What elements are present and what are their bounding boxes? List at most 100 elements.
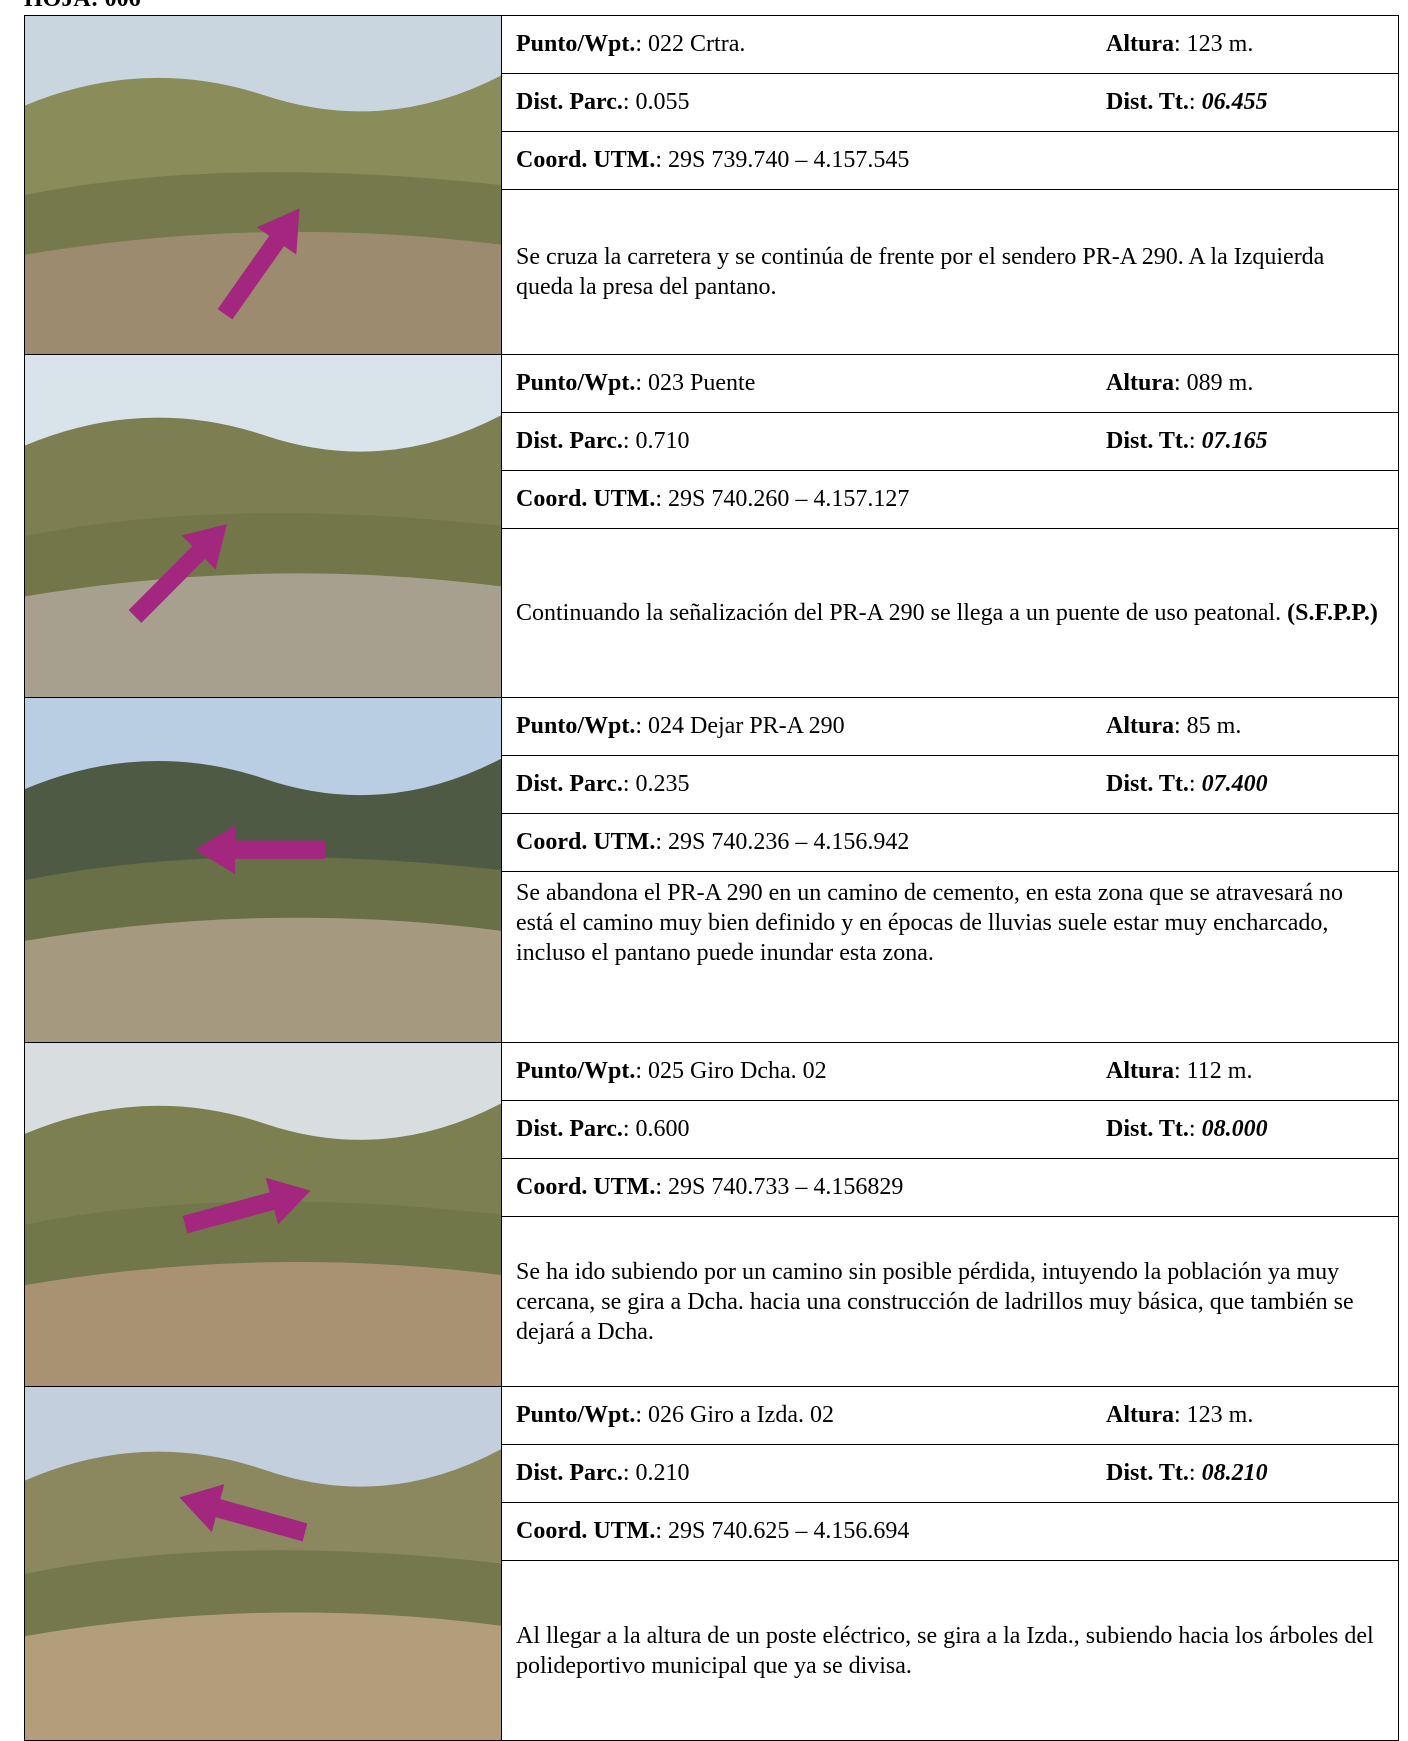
separator: : — [655, 829, 668, 855]
dist-tt-label: Dist. Tt. — [1106, 428, 1189, 454]
description: Se cruza la carretera y se continúa de f… — [502, 190, 1398, 354]
dist-parc-label: Dist. Parc. — [516, 428, 623, 454]
separator: : — [655, 147, 668, 173]
separator: : — [655, 1518, 668, 1544]
photo — [25, 16, 502, 354]
description: Se ha ido subiendo por un camino sin pos… — [502, 1217, 1398, 1386]
description-text: Se abandona el PR-A 290 en un camino de … — [516, 878, 1384, 968]
dist-parc-value: 0.710 — [635, 428, 690, 454]
photo-image — [25, 1043, 501, 1386]
point-label: Punto/Wpt. — [516, 713, 636, 739]
dist-parc: Dist. Parc.: 0.235 — [516, 771, 1106, 798]
description-body: Se cruza la carretera y se continúa de f… — [516, 244, 1325, 300]
coord-line: Coord. UTM.: 29S 739.740 – 4.157.545 — [502, 132, 1398, 190]
description-text: Se cruza la carretera y se continúa de f… — [516, 242, 1384, 302]
distance-line: Dist. Parc.: 0.235 Dist. Tt.: 07.400 — [502, 756, 1398, 814]
dist-parc-value: 0.055 — [635, 89, 690, 115]
coord-label: Coord. UTM. — [516, 1174, 656, 1200]
waypoint-info: Punto/Wpt.: 022 Crtra. Altura: 123 m. Dist… — [502, 16, 1399, 354]
separator: : — [622, 1116, 636, 1142]
altura-value: 123 m. — [1186, 1402, 1254, 1428]
dist-parc-value: 0.235 — [635, 771, 690, 797]
point-line: Punto/Wpt.: 026 Giro a Izda. 02 Altura: 1… — [502, 1387, 1398, 1445]
waypoint-row: Punto/Wpt.: 022 Crtra. Altura: 123 m. Dist… — [25, 16, 1399, 355]
point-label: Punto/Wpt. — [516, 31, 636, 57]
separator: : — [635, 1402, 649, 1428]
separator: : — [622, 771, 636, 797]
separator: : — [622, 428, 636, 454]
description-body: Continuando la señalización del PR-A 290… — [516, 600, 1288, 626]
altura: Altura: 089 m. — [1106, 370, 1253, 397]
dist-parc-label: Dist. Parc. — [516, 1460, 623, 1486]
distance-line: Dist. Parc.: 0.600 Dist. Tt.: 08.000 — [502, 1101, 1398, 1159]
point-value: 025 Giro Dcha. 02 — [648, 1058, 827, 1084]
waypoint-row: Punto/Wpt.: 025 Giro Dcha. 02 Altura: 112… — [25, 1043, 1399, 1387]
altura-value: 089 m. — [1186, 370, 1254, 396]
separator: : — [1174, 370, 1187, 396]
dist-tt-label: Dist. Tt. — [1106, 771, 1189, 797]
coord-line: Coord. UTM.: 29S 740.236 – 4.156.942 — [502, 814, 1398, 872]
point-line: Punto/Wpt.: 023 Puente Altura: 089 m. — [502, 355, 1398, 413]
photo-image — [25, 1387, 501, 1740]
waypoint-info: Punto/Wpt.: 024 Dejar PR-A 290 Altura: 85… — [502, 698, 1399, 1042]
coord-value: 29S 740.733 – 4.156829 — [668, 1174, 904, 1200]
dist-tt-value: 08.000 — [1201, 1116, 1268, 1142]
separator: : — [1174, 1058, 1187, 1084]
separator: : — [635, 31, 649, 57]
description-body: Se abandona el PR-A 290 en un camino de … — [516, 880, 1344, 966]
dist-parc-label: Dist. Parc. — [516, 89, 623, 115]
separator: : — [1188, 428, 1202, 454]
dist-tt-label: Dist. Tt. — [1106, 89, 1189, 115]
description: Al llegar a la altura de un poste eléctr… — [502, 1561, 1398, 1740]
altura: Altura: 123 m. — [1106, 1402, 1253, 1429]
waypoint-table: Punto/Wpt.: 022 Crtra. Altura: 123 m. Dist… — [24, 15, 1399, 1741]
dist-parc: Dist. Parc.: 0.055 — [516, 89, 1106, 116]
photo — [25, 698, 502, 1042]
photo — [25, 355, 502, 697]
dist-tt-label: Dist. Tt. — [1106, 1460, 1189, 1486]
point-line: Punto/Wpt.: 025 Giro Dcha. 02 Altura: 112… — [502, 1043, 1398, 1101]
description-text: Se ha ido subiendo por un camino sin pos… — [516, 1257, 1384, 1347]
point-value: 022 Crtra. — [648, 31, 746, 57]
dist-tt: Dist. Tt.: 07.165 — [1106, 428, 1268, 455]
altura-label: Altura — [1106, 31, 1174, 57]
description: Se abandona el PR-A 290 en un camino de … — [502, 872, 1398, 1042]
separator: : — [1188, 89, 1202, 115]
dist-tt-value: 07.165 — [1201, 428, 1268, 454]
point: Punto/Wpt.: 022 Crtra. — [516, 31, 1106, 58]
altura-value: 112 m. — [1186, 1058, 1253, 1084]
separator: : — [1188, 1460, 1202, 1486]
separator: : — [622, 89, 636, 115]
dist-parc-value: 0.600 — [635, 1116, 690, 1142]
point-label: Punto/Wpt. — [516, 1058, 636, 1084]
separator: : — [635, 1058, 649, 1084]
distance-line: Dist. Parc.: 0.055 Dist. Tt.: 06.455 — [502, 74, 1398, 132]
photo-image — [25, 698, 501, 1042]
dist-tt-value: 07.400 — [1201, 771, 1268, 797]
waypoint-row: Punto/Wpt.: 023 Puente Altura: 089 m. Dist… — [25, 355, 1399, 698]
point-line: Punto/Wpt.: 022 Crtra. Altura: 123 m. — [502, 16, 1398, 74]
coord-label: Coord. UTM. — [516, 486, 656, 512]
coord: Coord. UTM.: 29S 739.740 – 4.157.545 — [516, 147, 909, 174]
description-body: Se ha ido subiendo por un camino sin pos… — [516, 1258, 1354, 1345]
point: Punto/Wpt.: 023 Puente — [516, 370, 1106, 397]
point-label: Punto/Wpt. — [516, 1402, 636, 1428]
dist-parc-label: Dist. Parc. — [516, 1116, 623, 1142]
description: Continuando la señalización del PR-A 290… — [502, 529, 1398, 697]
altura-label: Altura — [1106, 713, 1174, 739]
altura-label: Altura — [1106, 370, 1174, 396]
altura-label: Altura — [1106, 1058, 1174, 1084]
coord-value: 29S 740.625 – 4.156.694 — [668, 1518, 910, 1544]
coord: Coord. UTM.: 29S 740.236 – 4.156.942 — [516, 829, 909, 856]
coord-value: 29S 740.260 – 4.157.127 — [668, 486, 910, 512]
point: Punto/Wpt.: 026 Giro a Izda. 02 — [516, 1402, 1106, 1429]
point-label: Punto/Wpt. — [516, 370, 636, 396]
description-text: Al llegar a la altura de un poste eléctr… — [516, 1621, 1384, 1681]
altura: Altura: 123 m. — [1106, 31, 1253, 58]
photo-image — [25, 355, 501, 697]
coord-value: 29S 740.236 – 4.156.942 — [668, 829, 910, 855]
photo — [25, 1387, 502, 1740]
separator: : — [655, 486, 668, 512]
dist-parc: Dist. Parc.: 0.210 — [516, 1460, 1106, 1487]
